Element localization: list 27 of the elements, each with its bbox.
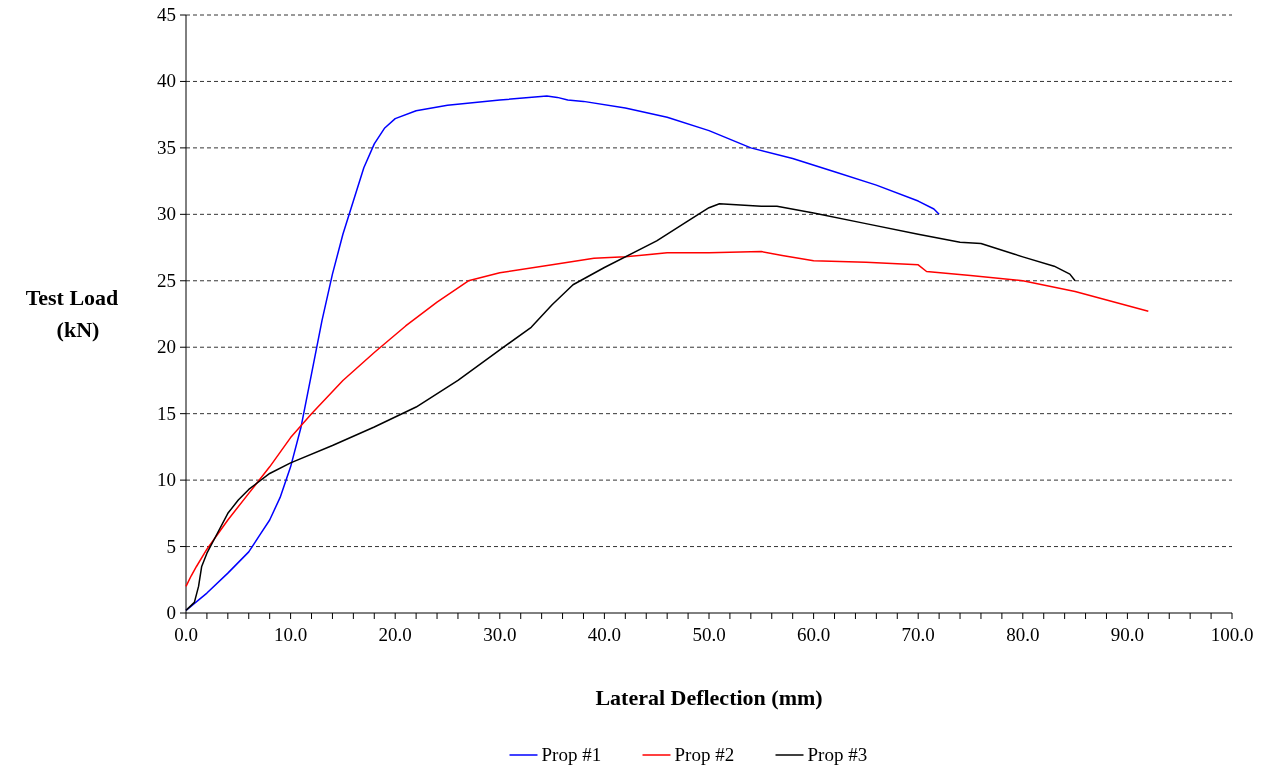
legend-label: Prop #2 (674, 744, 735, 765)
x-tick-label: 60.0 (796, 624, 831, 645)
legend-label: Prop #1 (541, 744, 602, 765)
x-tick-label: 50.0 (692, 624, 726, 645)
legend-label: Prop #3 (807, 744, 868, 765)
y-tick-label: 10 (157, 469, 176, 491)
y-tick-label: 5 (166, 535, 176, 557)
y-tick-label: 20 (157, 336, 176, 358)
x-tick-label: 10.0 (273, 624, 308, 645)
line-series (185, 250, 1150, 588)
x-tick-label: 30.0 (483, 624, 517, 645)
x-tick-label: 90.0 (1110, 624, 1145, 645)
y-tick-label: 45 (157, 4, 176, 25)
x-tick-label: 0.0 (174, 624, 198, 645)
x-tick-label: 20.0 (378, 624, 412, 645)
x-tick-label: 40.0 (587, 624, 622, 645)
y-tick-label: 0 (166, 602, 176, 623)
y-tick-label: 40 (157, 70, 176, 92)
y-tick-label: 15 (157, 402, 176, 424)
x-tick-label: 70.0 (901, 624, 935, 645)
y-tick-label: 25 (157, 269, 176, 291)
x-tick-label: 100.0 (1210, 624, 1254, 645)
y-tick-label: 30 (157, 203, 176, 225)
x-tick-label: 80.0 (1006, 624, 1040, 645)
x-axis-title: Lateral Deflection (mm) (595, 685, 823, 710)
y-axis-title: Test Load (kN) (25, 285, 119, 342)
y-tick-label: 35 (157, 136, 176, 158)
